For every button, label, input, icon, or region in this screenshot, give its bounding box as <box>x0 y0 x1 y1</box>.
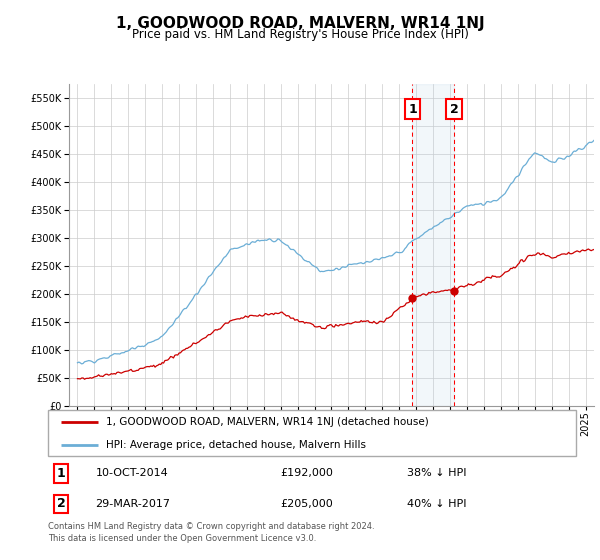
Text: 1: 1 <box>57 467 65 480</box>
Bar <box>412 84 454 406</box>
Text: 38% ↓ HPI: 38% ↓ HPI <box>407 468 467 478</box>
Text: Price paid vs. HM Land Registry's House Price Index (HPI): Price paid vs. HM Land Registry's House … <box>131 28 469 41</box>
Text: 1, GOODWOOD ROAD, MALVERN, WR14 1NJ: 1, GOODWOOD ROAD, MALVERN, WR14 1NJ <box>116 16 484 31</box>
Text: £192,000: £192,000 <box>280 468 333 478</box>
Text: 40% ↓ HPI: 40% ↓ HPI <box>407 499 467 509</box>
Text: £205,000: £205,000 <box>280 499 333 509</box>
Text: 10-OCT-2014: 10-OCT-2014 <box>95 468 168 478</box>
Text: 2: 2 <box>450 102 458 116</box>
FancyBboxPatch shape <box>48 410 576 456</box>
Text: 1, GOODWOOD ROAD, MALVERN, WR14 1NJ (detached house): 1, GOODWOOD ROAD, MALVERN, WR14 1NJ (det… <box>106 417 429 427</box>
Text: 1: 1 <box>408 102 417 116</box>
Text: HPI: Average price, detached house, Malvern Hills: HPI: Average price, detached house, Malv… <box>106 440 366 450</box>
Text: 29-MAR-2017: 29-MAR-2017 <box>95 499 170 509</box>
Text: 2: 2 <box>57 497 65 510</box>
Text: Contains HM Land Registry data © Crown copyright and database right 2024.
This d: Contains HM Land Registry data © Crown c… <box>48 522 374 543</box>
